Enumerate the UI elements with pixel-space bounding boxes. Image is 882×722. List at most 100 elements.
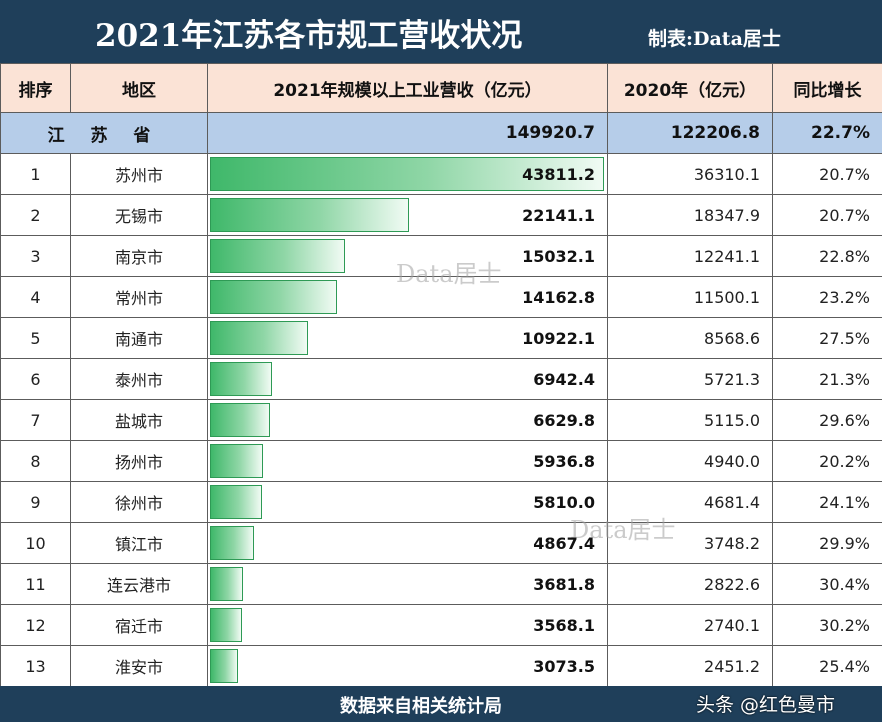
region-cell: 宿迁市 (70, 604, 208, 646)
column-header-region: 地区 (70, 63, 208, 113)
growth-cell: 20.7% (772, 194, 882, 236)
column-header-rank: 排序 (0, 63, 71, 113)
province-row: 江 苏 省 149920.7 122206.8 22.7% (0, 112, 882, 154)
growth-cell: 29.6% (772, 399, 882, 441)
revenue-2021-cell: 6629.8 (207, 399, 608, 441)
revenue-2021-cell: 14162.8 (207, 276, 608, 318)
table-row: 2 无锡市 22141.1 18347.9 20.7% (0, 194, 882, 236)
table-row: 12 宿迁市 3568.1 2740.1 30.2% (0, 604, 882, 646)
data-bar (210, 198, 409, 232)
rank-cell: 1 (0, 153, 71, 195)
region-cell: 无锡市 (70, 194, 208, 236)
table-row: 7 盐城市 6629.8 5115.0 29.6% (0, 399, 882, 441)
growth-cell: 27.5% (772, 317, 882, 359)
growth-cell: 25.4% (772, 645, 882, 687)
rank-cell: 9 (0, 481, 71, 523)
bar-value-label: 14162.8 (522, 287, 595, 307)
revenue-2021-cell: 22141.1 (207, 194, 608, 236)
title-bar: 2021年江苏各市规工营收状况 制表:Data居士 (0, 0, 882, 63)
rank-cell: 12 (0, 604, 71, 646)
rank-cell: 2 (0, 194, 71, 236)
data-bar (210, 649, 238, 683)
bar-value-label: 3681.8 (533, 574, 595, 594)
region-cell: 淮安市 (70, 645, 208, 687)
table-row: 10 镇江市 4867.4 3748.2 29.9% (0, 522, 882, 564)
table-row: 4 常州市 14162.8 11500.1 23.2% (0, 276, 882, 318)
region-cell: 常州市 (70, 276, 208, 318)
column-header-revenue-2020: 2020年（亿元） (607, 63, 773, 113)
data-bar (210, 526, 254, 560)
revenue-2020-cell: 3748.2 (607, 522, 773, 564)
table-row: 9 徐州市 5810.0 4681.4 24.1% (0, 481, 882, 523)
revenue-2020-cell: 36310.1 (607, 153, 773, 195)
region-cell: 南通市 (70, 317, 208, 359)
region-cell: 徐州市 (70, 481, 208, 523)
table-row: 3 南京市 15032.1 12241.1 22.8% (0, 235, 882, 277)
table-row: 13 淮安市 3073.5 2451.2 25.4% (0, 645, 882, 687)
revenue-2020-cell: 5115.0 (607, 399, 773, 441)
data-bar (210, 567, 243, 601)
bar-value-label: 43811.2 (522, 164, 595, 184)
growth-cell: 24.1% (772, 481, 882, 523)
data-bar (210, 321, 308, 355)
revenue-2020-cell: 18347.9 (607, 194, 773, 236)
revenue-2020-cell: 4940.0 (607, 440, 773, 482)
revenue-2021-cell: 3568.1 (207, 604, 608, 646)
growth-cell: 30.4% (772, 563, 882, 605)
revenue-2020-cell: 4681.4 (607, 481, 773, 523)
rank-cell: 3 (0, 235, 71, 277)
chart-title: 2021年江苏各市规工营收状况 (95, 18, 523, 54)
rank-cell: 11 (0, 563, 71, 605)
revenue-2021-cell: 3073.5 (207, 645, 608, 687)
revenue-2020-cell: 2822.6 (607, 563, 773, 605)
revenue-2021-cell: 6942.4 (207, 358, 608, 400)
bar-value-label: 6942.4 (533, 369, 595, 389)
footer-bar: 数据来自相关统计局 头条 @红色曼市 (0, 686, 882, 722)
revenue-2021-cell: 5810.0 (207, 481, 608, 523)
table-row: 1 苏州市 43811.2 36310.1 20.7% (0, 153, 882, 195)
bar-value-label: 5936.8 (533, 451, 595, 471)
table-row: 8 扬州市 5936.8 4940.0 20.2% (0, 440, 882, 482)
revenue-2021-cell: 10922.1 (207, 317, 608, 359)
revenue-2021-cell: 4867.4 (207, 522, 608, 564)
growth-cell: 20.2% (772, 440, 882, 482)
data-bar (210, 362, 272, 396)
data-bar (210, 608, 242, 642)
growth-cell: 21.3% (772, 358, 882, 400)
data-bar (210, 239, 345, 273)
revenue-2020-cell: 12241.1 (607, 235, 773, 277)
table-row: 11 连云港市 3681.8 2822.6 30.4% (0, 563, 882, 605)
province-name: 江 苏 省 (0, 112, 208, 154)
region-cell: 南京市 (70, 235, 208, 277)
region-cell: 泰州市 (70, 358, 208, 400)
revenue-2021-cell: 3681.8 (207, 563, 608, 605)
data-source: 数据来自相关统计局 (340, 696, 502, 717)
table-row: 5 南通市 10922.1 8568.6 27.5% (0, 317, 882, 359)
column-header-revenue-2021: 2021年规模以上工业营收（亿元） (207, 63, 608, 113)
rank-cell: 8 (0, 440, 71, 482)
region-cell: 连云港市 (70, 563, 208, 605)
data-bar (210, 157, 604, 191)
bar-value-label: 4867.4 (533, 533, 595, 553)
bar-value-label: 6629.8 (533, 410, 595, 430)
growth-cell: 20.7% (772, 153, 882, 195)
bar-value-label: 22141.1 (522, 205, 595, 225)
column-header-growth: 同比增长 (772, 63, 882, 113)
bar-value-label: 5810.0 (533, 492, 595, 512)
province-revenue-2020: 122206.8 (607, 112, 773, 154)
data-bar (210, 444, 263, 478)
data-bar (210, 485, 262, 519)
revenue-2020-cell: 8568.6 (607, 317, 773, 359)
bar-value-label: 15032.1 (522, 246, 595, 266)
revenue-2021-cell: 15032.1 (207, 235, 608, 277)
revenue-2020-cell: 2740.1 (607, 604, 773, 646)
bar-value-label: 3568.1 (533, 615, 595, 635)
data-table: 排序 地区 2021年规模以上工业营收（亿元） 2020年（亿元） 同比增长 江… (0, 63, 882, 687)
province-revenue-2021: 149920.7 (207, 112, 608, 154)
region-cell: 苏州市 (70, 153, 208, 195)
revenue-2021-cell: 43811.2 (207, 153, 608, 195)
region-cell: 盐城市 (70, 399, 208, 441)
growth-cell: 29.9% (772, 522, 882, 564)
rank-cell: 6 (0, 358, 71, 400)
